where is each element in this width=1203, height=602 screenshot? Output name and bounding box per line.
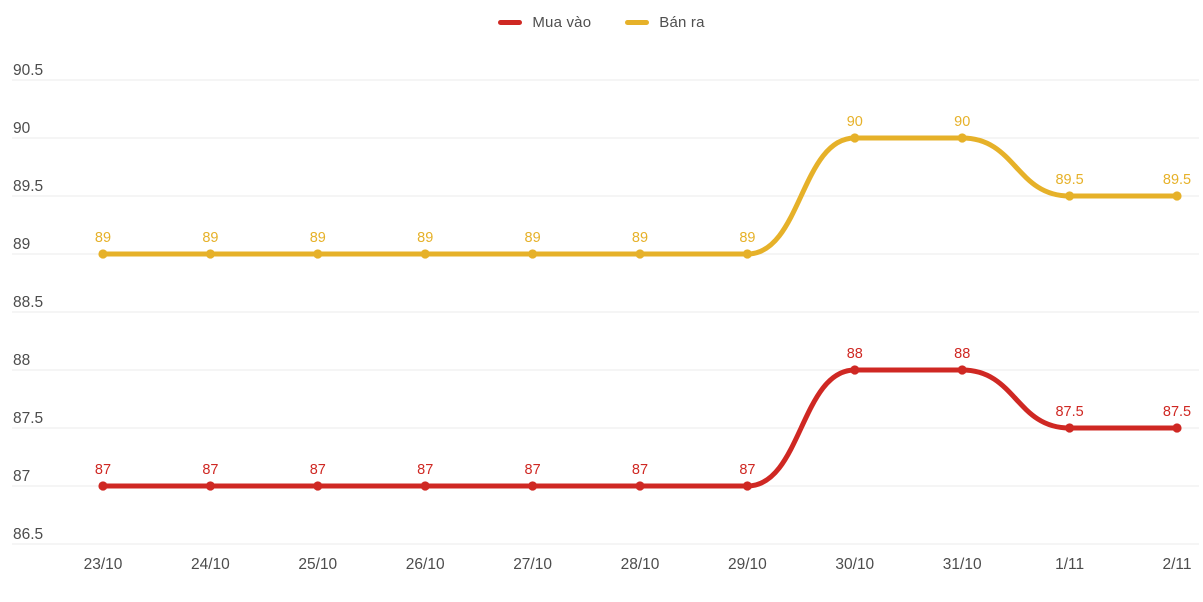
data-point-ban-ra[interactable] <box>98 249 108 259</box>
x-axis-label: 27/10 <box>513 556 552 573</box>
y-axis-label: 90.5 <box>13 62 43 79</box>
data-label-mua-vao: 87 <box>202 462 218 478</box>
data-point-ban-ra[interactable] <box>205 249 215 259</box>
data-label-ban-ra: 89 <box>632 230 648 246</box>
data-label-ban-ra: 89 <box>95 230 111 246</box>
chart-legend: Mua vào Bán ra <box>0 14 1203 31</box>
legend-marker-ban-ra-icon <box>625 20 650 25</box>
data-label-mua-vao: 87 <box>739 462 755 478</box>
data-point-mua-vao[interactable] <box>957 365 967 375</box>
data-point-mua-vao[interactable] <box>742 481 753 491</box>
data-point-ban-ra[interactable] <box>1172 191 1182 201</box>
data-point-mua-vao[interactable] <box>528 481 538 491</box>
data-label-ban-ra: 89 <box>525 230 541 246</box>
data-point-mua-vao[interactable] <box>98 481 108 491</box>
data-label-ban-ra: 89 <box>739 230 755 246</box>
data-point-ban-ra[interactable] <box>957 133 967 143</box>
y-axis-label: 87 <box>13 468 30 485</box>
legend-marker-mua-vao-icon <box>498 20 523 25</box>
y-axis-label: 88.5 <box>13 294 43 311</box>
data-point-mua-vao[interactable] <box>1065 423 1075 433</box>
data-point-mua-vao[interactable] <box>205 481 215 491</box>
legend-label-ban-ra: Bán ra <box>659 14 705 31</box>
y-axis-label: 89.5 <box>13 178 43 195</box>
x-axis-label: 1/11 <box>1055 556 1084 573</box>
legend-item-mua-vao[interactable]: Mua vào <box>498 14 591 31</box>
y-axis-label: 89 <box>13 236 30 253</box>
x-axis-label: 28/10 <box>621 556 660 573</box>
y-axis-label: 87.5 <box>13 410 43 427</box>
x-axis-label: 30/10 <box>835 556 874 573</box>
data-label-ban-ra: 89 <box>417 230 433 246</box>
x-axis-label: 2/11 <box>1162 556 1191 573</box>
data-point-ban-ra[interactable] <box>635 249 645 259</box>
data-label-mua-vao: 87 <box>525 462 541 478</box>
data-point-mua-vao[interactable] <box>420 481 430 491</box>
data-label-mua-vao: 87 <box>95 462 111 478</box>
data-point-ban-ra[interactable] <box>1065 191 1075 201</box>
data-point-ban-ra[interactable] <box>850 133 860 143</box>
data-label-ban-ra: 89 <box>202 230 218 246</box>
data-label-ban-ra: 89.5 <box>1163 172 1191 188</box>
legend-label-mua-vao: Mua vào <box>532 14 592 31</box>
data-point-ban-ra[interactable] <box>528 249 538 259</box>
x-axis-label: 23/10 <box>84 556 123 573</box>
data-label-ban-ra: 89 <box>310 230 326 246</box>
data-point-ban-ra[interactable] <box>420 249 430 259</box>
data-label-mua-vao: 88 <box>954 346 970 362</box>
data-label-mua-vao: 87 <box>417 462 433 478</box>
data-label-mua-vao: 88 <box>847 346 863 362</box>
data-label-mua-vao: 87.5 <box>1055 404 1083 420</box>
data-point-mua-vao[interactable] <box>635 481 645 491</box>
data-label-mua-vao: 87 <box>632 462 648 478</box>
x-axis-label: 25/10 <box>298 556 337 573</box>
legend-item-ban-ra[interactable]: Bán ra <box>625 14 704 31</box>
y-axis-label: 88 <box>13 352 30 369</box>
y-axis-label: 90 <box>13 120 31 137</box>
data-point-ban-ra[interactable] <box>742 249 753 259</box>
data-label-mua-vao: 87 <box>310 462 326 478</box>
data-point-mua-vao[interactable] <box>850 365 860 375</box>
x-axis-label: 26/10 <box>406 556 445 573</box>
x-axis-label: 24/10 <box>191 556 230 573</box>
data-label-ban-ra: 90 <box>847 114 863 130</box>
data-point-mua-vao[interactable] <box>1172 423 1182 433</box>
data-label-ban-ra: 90 <box>954 114 970 130</box>
data-point-mua-vao[interactable] <box>313 481 323 491</box>
y-axis-label: 86.5 <box>13 526 43 543</box>
data-label-mua-vao: 87.5 <box>1163 404 1191 420</box>
x-axis-label: 29/10 <box>728 556 767 573</box>
data-label-ban-ra: 89.5 <box>1055 172 1083 188</box>
data-point-ban-ra[interactable] <box>313 249 323 259</box>
x-axis-label: 31/10 <box>943 556 982 573</box>
